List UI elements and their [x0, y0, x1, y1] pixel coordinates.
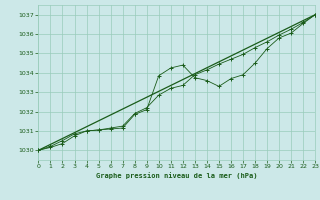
X-axis label: Graphe pression niveau de la mer (hPa): Graphe pression niveau de la mer (hPa): [96, 172, 258, 179]
